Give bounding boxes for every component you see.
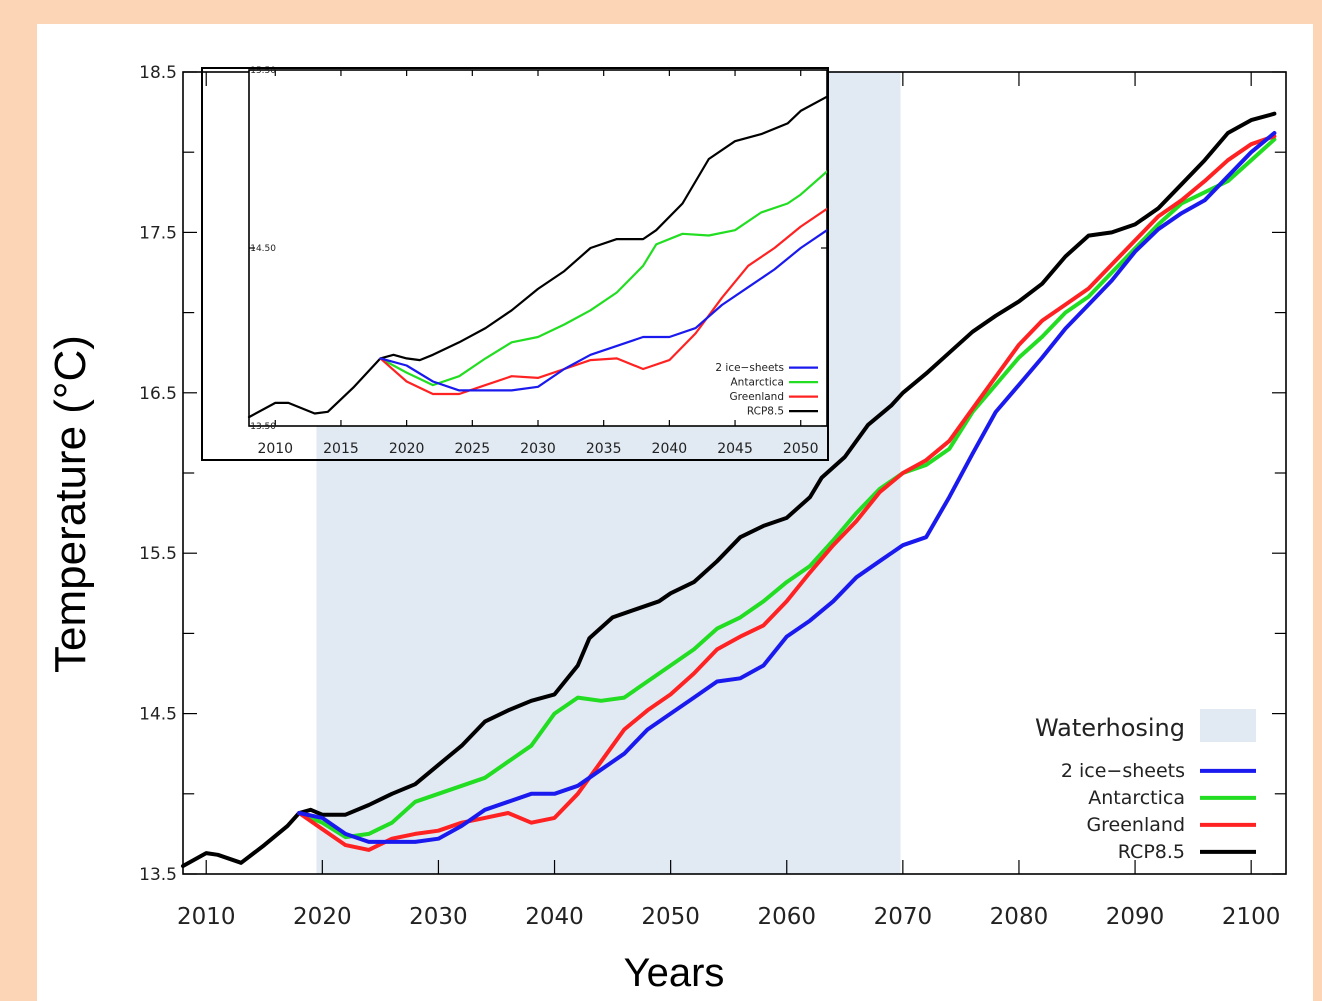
legend-label: Antarctica	[731, 377, 785, 389]
y-tick-label: 13.5	[139, 865, 177, 885]
x-tick-label: 2070	[874, 904, 933, 930]
y-tick-label: 13.50	[250, 422, 276, 432]
series-line-greenland	[297, 134, 1277, 852]
series-line-antarctica	[297, 137, 1277, 840]
legend-title: Waterhosing	[1035, 714, 1185, 742]
legend-label: 2 ice−sheets	[715, 362, 784, 374]
legend-label: Greenland	[730, 391, 784, 403]
x-tick-label: 2020	[389, 441, 425, 457]
x-tick-label: 2040	[525, 904, 584, 930]
x-axis-title: Years	[624, 951, 725, 995]
legend-label: RCP8.5	[747, 406, 784, 418]
legend-label: Antarctica	[1088, 787, 1185, 809]
figure-panel: 2010 2020 2030 2040 2050 2060 2070 2080 2090 2100…	[37, 24, 1313, 1001]
x-tick-label: 2050	[783, 441, 819, 457]
x-tick-label: 2010	[177, 904, 236, 930]
x-tick-label: 2045	[717, 441, 753, 457]
x-tick-label: 2030	[520, 441, 556, 457]
y-tick-label: 15.5	[139, 544, 177, 564]
plot-background	[249, 70, 827, 426]
x-tick-label: 2100	[1222, 904, 1281, 930]
series-line-greenland	[379, 207, 829, 396]
x-tick-label: 2015	[323, 441, 359, 457]
x-tick-label: 2040	[652, 441, 688, 457]
y-tick-label: 15.50	[250, 66, 276, 76]
x-tick-label: 2060	[757, 904, 816, 930]
legend-swatch-waterhosing	[1200, 709, 1256, 742]
x-tick-label: 2010	[257, 441, 293, 457]
x-tick-label: 2030	[409, 904, 468, 930]
series-line-2-ice-sheets	[379, 229, 829, 392]
series-line-antarctica	[379, 170, 829, 387]
inset-frame	[201, 67, 829, 461]
legend-label: RCP8.5	[1118, 841, 1185, 863]
x-tick-label: 2035	[586, 441, 622, 457]
x-tick-label: 2020	[293, 904, 352, 930]
legend-label: Greenland	[1086, 814, 1185, 836]
series-line-rcp8-5	[181, 111, 1277, 868]
series-line-2-ice-sheets	[297, 131, 1277, 844]
x-tick-label: 2025	[454, 441, 490, 457]
temperature-chart: 2010 2020 2030 2040 2050 2060 2070 2080 2090 2100…	[46, 63, 1287, 995]
y-axis-title: Temperature (°C)	[46, 335, 95, 673]
x-tick-label: 2080	[990, 904, 1049, 930]
y-tick-label: 14.50	[250, 244, 276, 254]
series-line-rcp8-5	[247, 95, 829, 419]
x-tick-label: 2050	[641, 904, 700, 930]
inset-plot: 2010 2015 2020 2025 2030 2035 2040 2045 2050 13.5…	[201, 66, 829, 461]
x-tick-label: 2090	[1106, 904, 1165, 930]
y-tick-label: 16.5	[139, 384, 177, 404]
y-tick-label: 18.5	[139, 63, 177, 83]
y-tick-label: 17.5	[139, 223, 177, 243]
legend-label: 2 ice−sheets	[1061, 760, 1185, 782]
y-tick-label: 14.5	[139, 705, 177, 725]
